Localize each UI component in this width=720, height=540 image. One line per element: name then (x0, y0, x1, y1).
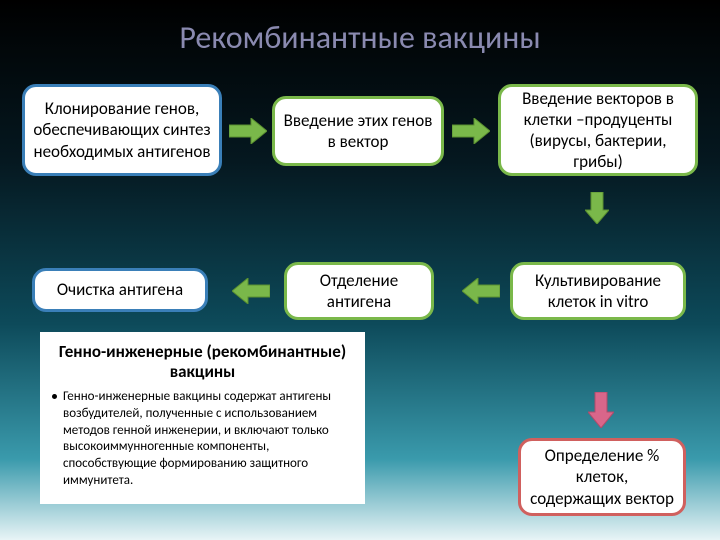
node-insert-cells: Введение векторов в клетки –продуценты (… (498, 84, 698, 176)
node-separate-antigen: Отделение антигена (284, 262, 434, 320)
arrow-down-icon (585, 192, 609, 224)
footer-body: Генно-инженерные вакцины содержат антиге… (52, 389, 353, 490)
page-title: Рекомбинантные вакцины (0, 0, 720, 57)
arrow-left-icon (232, 278, 270, 304)
node-insert-vector: Введение этих генов в вектор (272, 96, 444, 166)
footer-body-text: Генно-инженерные вакцины содержат антиге… (63, 389, 353, 490)
bullet-dot-icon (52, 394, 57, 399)
footer-title: Генно-инженерные (рекомбинантные) вакцин… (52, 342, 353, 383)
node-purify-antigen: Очистка антигена (32, 268, 208, 312)
arrow-down-icon (588, 392, 614, 428)
node-determine-percent: Определение % клеток, содержащих вектор (518, 438, 686, 516)
arrow-right-icon (452, 118, 490, 144)
node-cultivate: Культивирование клеток in vitro (510, 262, 686, 320)
node-clone-genes: Клонирование генов, обеспечивающих синте… (22, 84, 222, 176)
arrow-right-icon (229, 118, 267, 144)
arrow-left-icon (462, 278, 500, 304)
footer-info-box: Генно-инженерные (рекомбинантные) вакцин… (40, 332, 365, 504)
